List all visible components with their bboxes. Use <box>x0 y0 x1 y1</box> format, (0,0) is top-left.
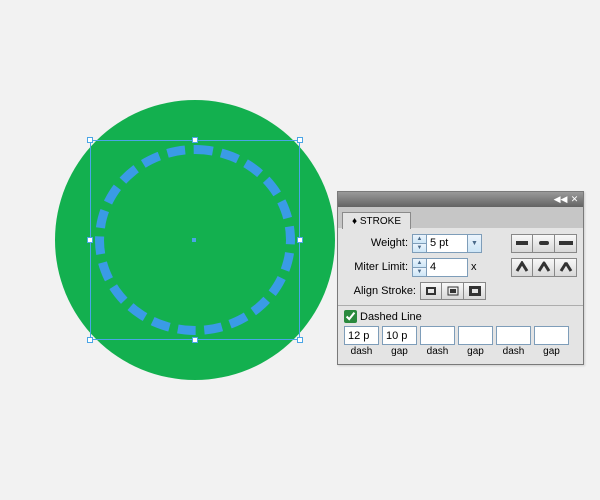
miter-suffix: x <box>471 261 477 273</box>
dashed-line-checkbox[interactable] <box>344 310 357 323</box>
miter-input[interactable] <box>427 259 467 276</box>
selection-handle-e[interactable] <box>297 237 303 243</box>
cap-square-button[interactable] <box>555 234 577 253</box>
panel-tabs: ♦ STROKE <box>338 207 583 228</box>
dash-input-0[interactable] <box>344 326 379 345</box>
dash-col-label: dash <box>503 346 525 357</box>
selection-handle-s[interactable] <box>192 337 198 343</box>
tab-stroke[interactable]: ♦ STROKE <box>342 212 411 229</box>
miter-down-icon[interactable]: ▼ <box>413 268 426 276</box>
miter-label: Miter Limit: <box>344 261 408 273</box>
dash-col: dash <box>496 326 531 357</box>
dash-col-label: gap <box>391 346 408 357</box>
selection-handle-w[interactable] <box>87 237 93 243</box>
tab-stroke-label: STROKE <box>360 216 401 227</box>
dash-col-label: gap <box>467 346 484 357</box>
selection-handle-sw[interactable] <box>87 337 93 343</box>
dash-col: dash <box>420 326 455 357</box>
selection-handle-se[interactable] <box>297 337 303 343</box>
stroke-panel: ◀◀ ✕ ♦ STROKE Weight: ▲ ▼ ▼ <box>337 191 584 365</box>
panel-collapse-icon[interactable]: ◀◀ <box>554 194 567 205</box>
join-round-button[interactable] <box>533 258 555 277</box>
align-inside-button[interactable] <box>442 282 464 300</box>
selection-handle-nw[interactable] <box>87 137 93 143</box>
selection-handle-ne[interactable] <box>297 137 303 143</box>
dash-col: gap <box>382 326 417 357</box>
weight-input[interactable] <box>427 235 467 252</box>
dashed-line-label[interactable]: Dashed Line <box>360 311 422 323</box>
cap-round-button[interactable] <box>533 234 555 253</box>
join-bevel-button[interactable] <box>555 258 577 277</box>
weight-label: Weight: <box>344 237 408 249</box>
weight-up-icon[interactable]: ▲ <box>413 235 426 244</box>
weight-dropdown-icon[interactable]: ▼ <box>467 235 481 252</box>
dash-col-label: dash <box>427 346 449 357</box>
dash-col: gap <box>458 326 493 357</box>
panel-close-icon[interactable]: ✕ <box>568 194 581 205</box>
align-outside-button[interactable] <box>464 282 486 300</box>
dash-col: gap <box>534 326 569 357</box>
join-miter-button[interactable] <box>511 258 533 277</box>
align-center-button[interactable] <box>420 282 442 300</box>
dash-col: dash <box>344 326 379 357</box>
panel-title-bar[interactable]: ◀◀ ✕ <box>338 192 583 207</box>
dash-col-label: dash <box>351 346 373 357</box>
selection-center-point <box>192 238 196 242</box>
dash-input-2[interactable] <box>420 326 455 345</box>
weight-down-icon[interactable]: ▼ <box>413 244 426 252</box>
dash-pattern-grid: dash gap dash gap dash gap <box>344 326 577 357</box>
align-label: Align Stroke: <box>344 285 416 297</box>
gap-input-5[interactable] <box>534 326 569 345</box>
tab-prefix-icon: ♦ <box>352 216 357 227</box>
dash-col-label: gap <box>543 346 560 357</box>
gap-input-3[interactable] <box>458 326 493 345</box>
selection-handle-n[interactable] <box>192 137 198 143</box>
gap-input-1[interactable] <box>382 326 417 345</box>
panel-separator <box>338 305 583 306</box>
dash-input-4[interactable] <box>496 326 531 345</box>
cap-butt-button[interactable] <box>511 234 533 253</box>
miter-up-icon[interactable]: ▲ <box>413 259 426 268</box>
miter-stepper[interactable]: ▲ ▼ <box>412 258 468 277</box>
weight-stepper[interactable]: ▲ ▼ ▼ <box>412 234 482 253</box>
